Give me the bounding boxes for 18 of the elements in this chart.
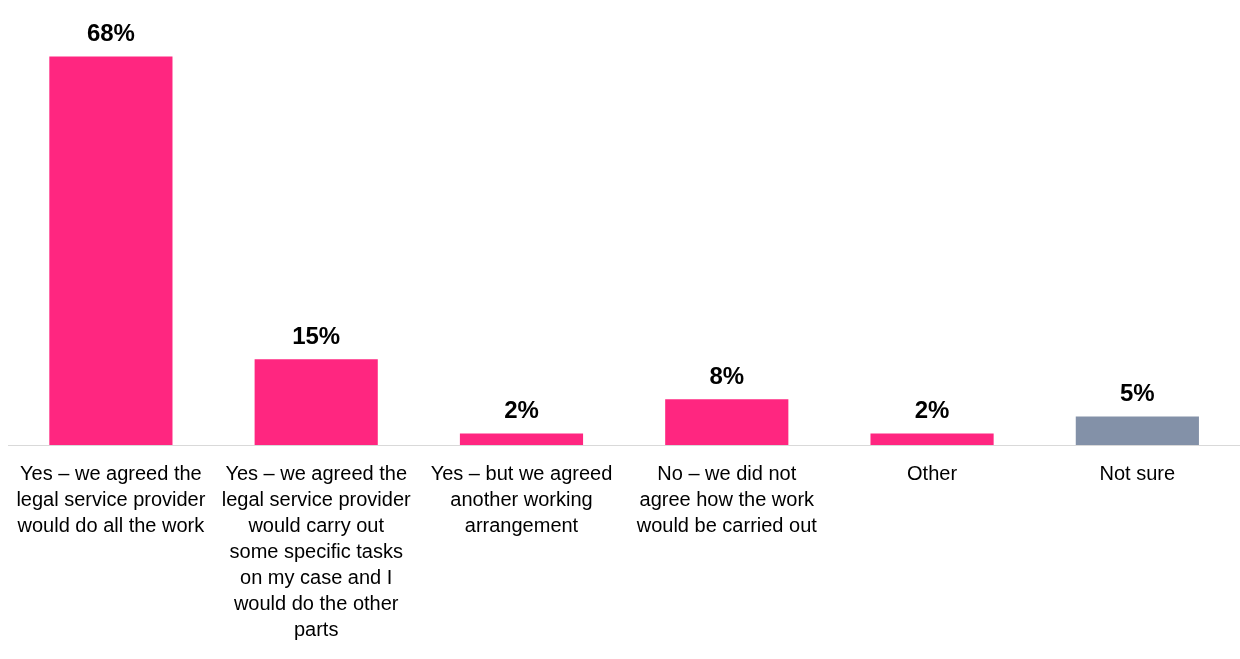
data-label: 2% (914, 396, 950, 424)
bar (1075, 416, 1199, 445)
x-tick-label: Not sure (1099, 461, 1176, 484)
data-label: 68% (86, 19, 135, 47)
x-tick-label: Yes – but we agreed another working arrangement (430, 461, 613, 536)
data-label: 8% (709, 361, 745, 389)
bar (459, 433, 584, 445)
x-tick-label: Other (907, 461, 958, 484)
bar (254, 359, 378, 445)
x-tick-label: No – we did not agree how the work would be carried out (635, 461, 818, 536)
data-label: 2% (504, 396, 539, 424)
bar (49, 56, 173, 445)
data-label: 15% (292, 321, 341, 349)
x-tick-label: Yes – we agreed the legal service provider would do all the work (16, 461, 206, 536)
bar (870, 433, 994, 445)
bar (665, 399, 789, 445)
data-label: 5% (1120, 379, 1155, 407)
x-tick-label: Yes – we agreed the legal service provider would carry out some specific tasks on my case and I would do the other parts (221, 461, 412, 640)
